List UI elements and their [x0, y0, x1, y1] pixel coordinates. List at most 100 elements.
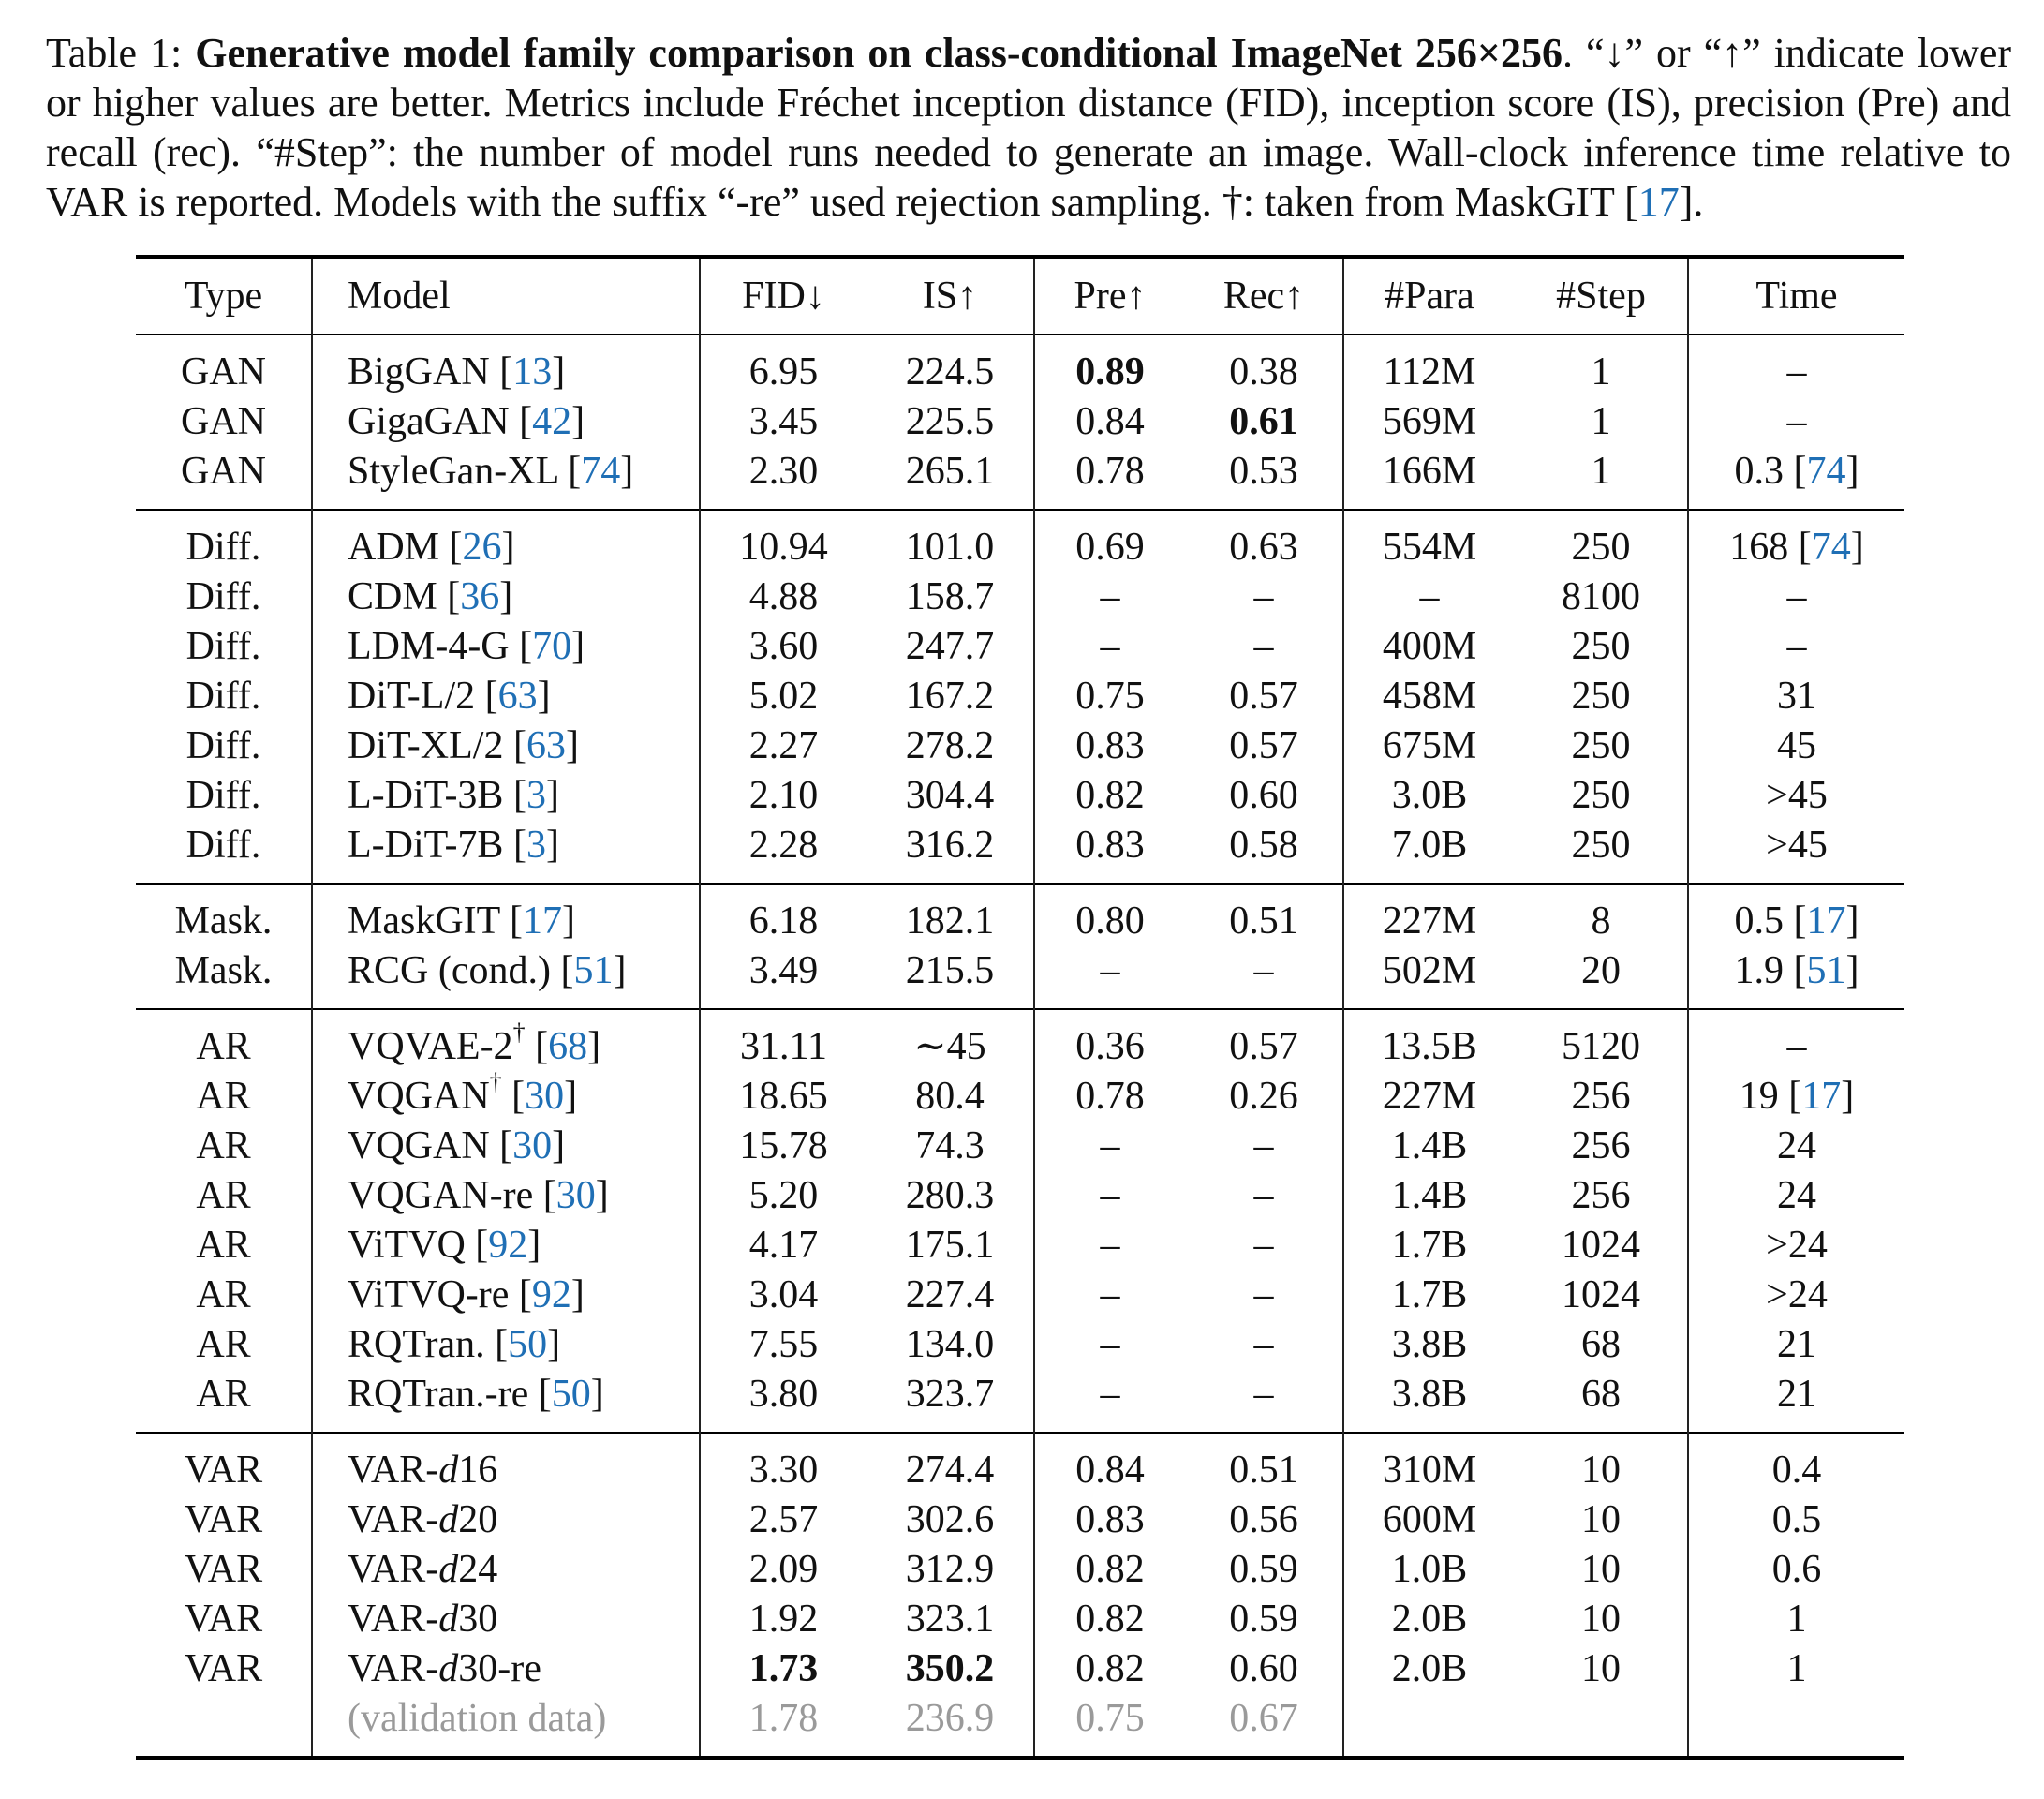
step-cell: 256: [1571, 1124, 1631, 1167]
model-cell: VAR-d24: [311, 1545, 700, 1595]
step-cell: 10: [1581, 1449, 1621, 1492]
step-cell: 10: [1581, 1598, 1621, 1641]
fid-cell: 2.57: [699, 1495, 866, 1545]
header-is: IS↑: [922, 275, 978, 318]
model-cell: BigGAN [13]: [311, 335, 700, 397]
model-cell: L-DiT-3B [3]: [311, 771, 700, 821]
step-cell: 10: [1581, 1548, 1621, 1591]
rec-cell: –: [1253, 1224, 1274, 1267]
pre-cell: 0.82: [1033, 1644, 1185, 1694]
step-cell: 250: [1571, 526, 1631, 569]
time-cell: >24: [1687, 1221, 1904, 1271]
time-cell: –: [1687, 397, 1904, 447]
rec-cell: 0.59: [1229, 1548, 1298, 1591]
citation-link[interactable]: 42: [532, 400, 572, 443]
table-row: GAN GigaGAN [42] 3.45 225.5 0.84 0.61 569M 1 –: [136, 397, 1904, 447]
model-name: L-DiT-7B: [348, 824, 513, 867]
model-cell: LDM-4-G [70]: [311, 622, 700, 672]
step-cell: 20: [1581, 949, 1621, 992]
model-cell: RQTran. [50]: [311, 1320, 700, 1370]
table-group: VAR VAR-d16 3.30 274.4 0.84 0.51 310M 10 0.4 VAR V…: [136, 1433, 1904, 1758]
citation-link[interactable]: 17: [1806, 900, 1846, 943]
model-suffix: 20: [458, 1498, 498, 1541]
citation-link[interactable]: 63: [497, 675, 538, 718]
pre-cell: –: [1033, 1171, 1185, 1221]
citation-link[interactable]: 74: [1811, 526, 1851, 569]
citation-link[interactable]: 30: [555, 1174, 596, 1217]
caption-text: . “↓” or “↑” indicate lower or higher va…: [46, 30, 2012, 225]
time-value: 19: [1739, 1075, 1789, 1118]
citation-link[interactable]: 26: [462, 526, 502, 569]
citation-link[interactable]: 51: [573, 949, 614, 992]
citation-link[interactable]: 92: [531, 1273, 571, 1316]
citation-link[interactable]: 3: [526, 824, 546, 867]
time-cell: >45: [1687, 821, 1904, 884]
model-name: StyleGan-XL: [348, 450, 569, 493]
citation-link[interactable]: 92: [488, 1224, 528, 1267]
type-cell: GAN: [181, 350, 266, 394]
pre-cell: 0.78: [1033, 1072, 1185, 1122]
model-name: RCG (cond.): [348, 949, 561, 992]
model-suffix: 16: [458, 1449, 498, 1492]
citation-link[interactable]: 74: [1806, 450, 1846, 493]
is-cell: 323.1: [905, 1598, 995, 1641]
model-cell: ViTVQ [92]: [311, 1221, 700, 1271]
is-cell: 134.0: [905, 1323, 995, 1366]
fid-cell: 3.60: [699, 622, 866, 672]
citation-link[interactable]: 70: [532, 625, 572, 668]
model-name: VQVAE-2: [348, 1025, 513, 1068]
fid-cell: 3.30: [699, 1433, 866, 1495]
citation-link[interactable]: 30: [512, 1124, 553, 1167]
rec-cell: –: [1253, 1323, 1274, 1366]
citation-link[interactable]: 63: [526, 724, 566, 767]
type-cell: Mask.: [174, 900, 273, 943]
para-cell: 1.4B: [1342, 1122, 1515, 1171]
is-cell: 278.2: [905, 724, 995, 767]
citation-link[interactable]: 13: [512, 350, 553, 394]
step-cell: 10: [1581, 1647, 1621, 1690]
table-row: Diff. DiT-L/2 [63] 5.02 167.2 0.75 0.57 458M 25…: [136, 672, 1904, 721]
time-cell: 24: [1687, 1122, 1904, 1171]
citation-link[interactable]: 51: [1806, 949, 1846, 992]
citation-link[interactable]: 30: [525, 1075, 565, 1118]
citation-link[interactable]: 36: [460, 575, 500, 618]
is-cell: 280.3: [905, 1174, 995, 1217]
header-time: Time: [1687, 257, 1904, 335]
is-cell: 350.2: [866, 1644, 1034, 1694]
step-cell: 5120: [1562, 1025, 1640, 1068]
citation-link[interactable]: 74: [581, 450, 621, 493]
pre-cell: 0.84: [1033, 1433, 1185, 1495]
citation-link[interactable]: 50: [508, 1323, 548, 1366]
para-cell: 227M: [1342, 1072, 1515, 1122]
fid-cell: 15.78: [699, 1122, 866, 1171]
citation-link[interactable]: 17: [1801, 1075, 1842, 1118]
para-cell: 502M: [1342, 946, 1515, 1009]
time-cell: 1: [1687, 1595, 1904, 1644]
model-depth-symbol: d: [438, 1598, 459, 1641]
rec-cell: 0.61: [1185, 397, 1343, 447]
fid-cell: 7.55: [699, 1320, 866, 1370]
is-value: 350.2: [905, 1647, 995, 1690]
step-cell: 256: [1571, 1075, 1631, 1118]
table-row: Diff. ADM [26] 10.94 101.0 0.69 0.63 554M 250 16…: [136, 510, 1904, 572]
para-cell: 1.0B: [1342, 1545, 1515, 1595]
citation-link[interactable]: 68: [548, 1025, 588, 1068]
citation-link[interactable]: 17: [523, 900, 563, 943]
rec-cell: –: [1253, 1174, 1274, 1217]
table-group: Mask. MaskGIT [17] 6.18 182.1 0.80 0.51 227M 8 0…: [136, 884, 1904, 1009]
citation-link[interactable]: 3: [526, 774, 546, 817]
model-suffix: 30: [458, 1598, 498, 1641]
model-depth-symbol: d: [438, 1498, 459, 1541]
pre-cell: 0.84: [1033, 397, 1185, 447]
citation-link[interactable]: 17: [1637, 179, 1680, 225]
para-cell: 2.0B: [1342, 1644, 1515, 1694]
pre-cell: 0.83: [1033, 721, 1185, 771]
rec-cell: 0.56: [1229, 1498, 1298, 1541]
para-cell: 554M: [1342, 510, 1515, 572]
fid-cell: 6.95: [699, 335, 866, 397]
is-cell: 265.1: [905, 450, 995, 493]
citation-link[interactable]: 50: [551, 1373, 591, 1416]
pre-cell: 0.80: [1033, 884, 1185, 946]
table-row: (validation data) 1.78 236.9 0.75 0.67: [136, 1694, 1904, 1758]
type-cell: AR: [196, 1323, 251, 1366]
